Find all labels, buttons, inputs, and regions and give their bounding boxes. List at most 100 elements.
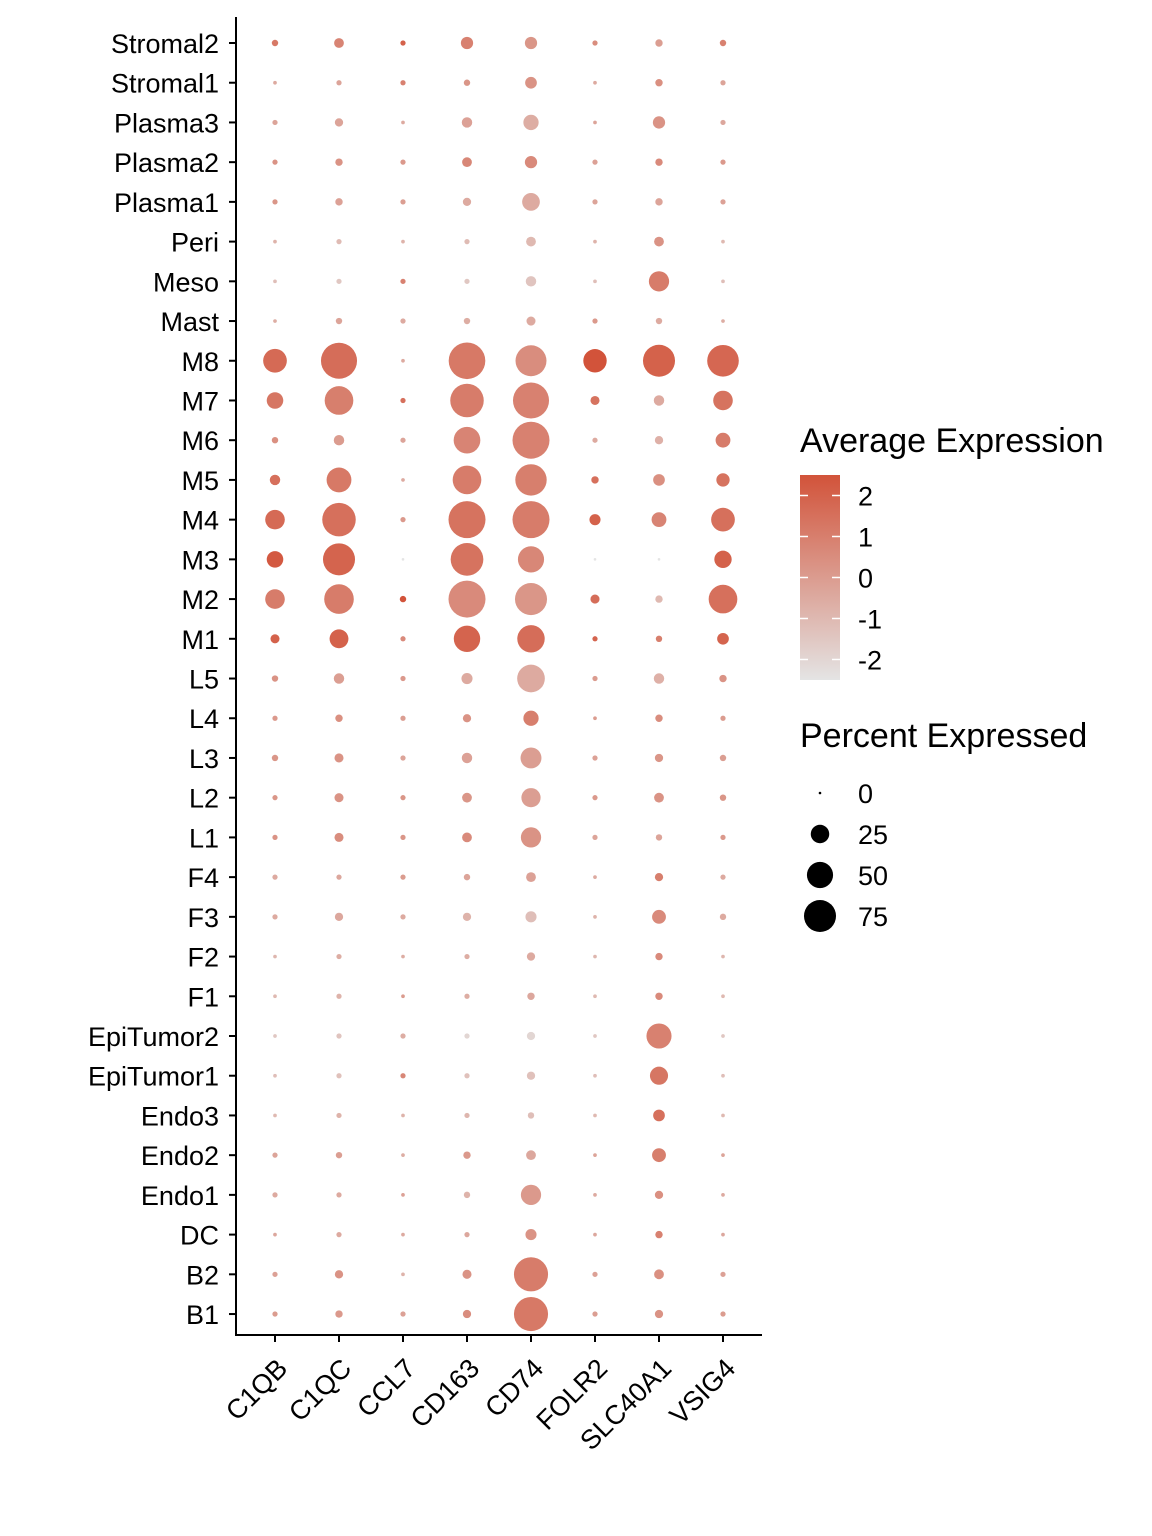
dot-CD163-F2 bbox=[464, 953, 470, 960]
y-tick-label: M5 bbox=[181, 466, 219, 496]
dot-C1QB-L4 bbox=[272, 715, 278, 721]
dot-C1QB-M7 bbox=[266, 392, 284, 409]
dot-CD74-M7 bbox=[512, 382, 550, 419]
y-tick-label: F3 bbox=[187, 903, 219, 933]
dot-C1QC-Endo3 bbox=[336, 1112, 342, 1119]
dot-CCL7-L4 bbox=[400, 715, 406, 721]
dot-VSIG4-Mast bbox=[721, 319, 725, 323]
color-legend-tick-label: -2 bbox=[858, 646, 882, 676]
dot-C1QB-F3 bbox=[272, 914, 278, 920]
dot-C1QB-L5 bbox=[271, 675, 279, 682]
dot-CD74-F2 bbox=[526, 952, 536, 961]
dot-VSIG4-F4 bbox=[720, 874, 726, 880]
dot-C1QC-Plasma1 bbox=[335, 198, 343, 206]
dot-VSIG4-F1 bbox=[721, 994, 725, 999]
y-tick-label: L2 bbox=[189, 784, 219, 814]
dot-VSIG4-Stromal2 bbox=[719, 39, 727, 47]
dot-CCL7-Peri bbox=[401, 239, 405, 244]
dot-CD74-Plasma3 bbox=[523, 114, 539, 131]
dot-FOLR2-DC bbox=[593, 1232, 597, 1237]
dot-CCL7-B1 bbox=[400, 1311, 406, 1317]
dot-CD163-F1 bbox=[464, 993, 470, 999]
dot-VSIG4-EpiTumor2 bbox=[721, 1034, 725, 1038]
dot-SLC40A1-M6 bbox=[654, 436, 664, 445]
dot-CD74-Meso bbox=[525, 276, 537, 287]
dot-FOLR2-Endo3 bbox=[593, 1113, 597, 1118]
dot-CD163-L1 bbox=[462, 832, 472, 843]
y-tick-label: DC bbox=[180, 1221, 219, 1251]
color-legend-ticks: 2 1 0 -1 -2 bbox=[800, 482, 882, 676]
dot-CD74-L2 bbox=[521, 788, 541, 808]
dot-C1QB-Plasma2 bbox=[272, 159, 278, 165]
dot-VSIG4-Peri bbox=[721, 239, 725, 244]
dot-C1QC-L3 bbox=[334, 753, 344, 763]
dot-CD74-M4 bbox=[512, 501, 550, 539]
dot-CD74-EpiTumor1 bbox=[526, 1071, 536, 1080]
dot-C1QC-Peri bbox=[336, 238, 342, 245]
dot-SLC40A1-Mast bbox=[655, 317, 663, 325]
dot-CD163-Plasma1 bbox=[462, 197, 472, 207]
dot-VSIG4-Stromal1 bbox=[720, 80, 726, 86]
dot-VSIG4-L2 bbox=[719, 794, 727, 801]
dot-C1QC-M8 bbox=[320, 342, 358, 379]
y-tick-label: Peri bbox=[171, 228, 219, 258]
dot-FOLR2-L3 bbox=[592, 755, 598, 761]
dot-C1QB-M6 bbox=[271, 437, 279, 444]
dot-C1QB-F2 bbox=[273, 954, 277, 959]
dot-CD163-Endo3 bbox=[464, 1112, 470, 1119]
dot-C1QC-DC bbox=[336, 1231, 342, 1238]
dot-SLC40A1-Plasma2 bbox=[655, 158, 663, 166]
y-tick-label: Plasma3 bbox=[114, 108, 219, 138]
color-legend-tick-label: 2 bbox=[858, 482, 873, 512]
dot-FOLR2-M5 bbox=[591, 476, 599, 484]
dot-CD163-L5 bbox=[461, 672, 473, 685]
dot-C1QC-M6 bbox=[333, 434, 345, 446]
dot-FOLR2-M6 bbox=[592, 437, 598, 443]
color-legend-tick-label: -1 bbox=[858, 605, 882, 635]
dot-FOLR2-Plasma2 bbox=[592, 159, 598, 165]
dot-FOLR2-F3 bbox=[593, 914, 597, 919]
dot-SLC40A1-M8 bbox=[642, 344, 676, 377]
dot-C1QC-M7 bbox=[324, 386, 354, 415]
dot-CCL7-Stromal1 bbox=[400, 80, 406, 86]
dot-SLC40A1-F2 bbox=[655, 952, 663, 961]
y-tick-label: M8 bbox=[181, 347, 219, 377]
dot-CD163-M8 bbox=[448, 342, 486, 380]
y-tick-label: M1 bbox=[181, 625, 219, 655]
dot-CD74-Stromal2 bbox=[524, 36, 538, 50]
dot-C1QC-Endo2 bbox=[335, 1151, 343, 1159]
dot-C1QC-L4 bbox=[335, 714, 343, 722]
y-tick-label: F1 bbox=[187, 982, 219, 1012]
dot-CD74-F1 bbox=[527, 992, 535, 1000]
dot-C1QC-M3 bbox=[322, 543, 356, 576]
size-legend-label: 0 bbox=[858, 779, 873, 809]
dot-CCL7-Meso bbox=[400, 278, 406, 284]
dot-CCL7-F4 bbox=[400, 874, 406, 880]
dot-CD163-Plasma2 bbox=[462, 157, 472, 168]
dot-CD163-Plasma3 bbox=[461, 117, 473, 128]
dot-C1QC-F1 bbox=[336, 993, 342, 999]
dot-CD74-M8 bbox=[515, 345, 547, 377]
dot-C1QC-F2 bbox=[336, 953, 342, 960]
dot-C1QC-Endo1 bbox=[336, 1192, 342, 1198]
dot-VSIG4-M4 bbox=[711, 507, 735, 532]
dot-CCL7-M7 bbox=[400, 397, 406, 404]
dot-SLC40A1-L5 bbox=[653, 673, 665, 684]
dot-C1QB-Mast bbox=[273, 319, 277, 323]
y-tick-label: M2 bbox=[181, 585, 219, 615]
dot-CD163-F3 bbox=[462, 912, 472, 921]
dot-FOLR2-Endo2 bbox=[593, 1153, 597, 1158]
dot-C1QB-L1 bbox=[272, 834, 278, 841]
dot-C1QB-Stromal1 bbox=[273, 80, 277, 85]
dot-CCL7-M4 bbox=[400, 517, 406, 523]
y-tick-label: L3 bbox=[189, 744, 219, 774]
dot-C1QC-EpiTumor1 bbox=[336, 1073, 342, 1079]
dot-VSIG4-Endo3 bbox=[721, 1113, 725, 1118]
dot-FOLR2-L5 bbox=[592, 675, 598, 682]
dot-SLC40A1-F3 bbox=[652, 909, 666, 924]
y-tick-label: Mast bbox=[160, 307, 219, 337]
dot-C1QB-B2 bbox=[272, 1271, 278, 1277]
dot-CCL7-EpiTumor1 bbox=[400, 1073, 406, 1079]
dot-C1QC-Meso bbox=[336, 278, 342, 284]
dot-SLC40A1-Meso bbox=[648, 271, 670, 292]
